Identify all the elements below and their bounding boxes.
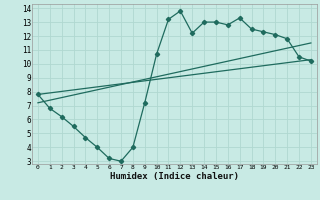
X-axis label: Humidex (Indice chaleur): Humidex (Indice chaleur) — [110, 172, 239, 181]
